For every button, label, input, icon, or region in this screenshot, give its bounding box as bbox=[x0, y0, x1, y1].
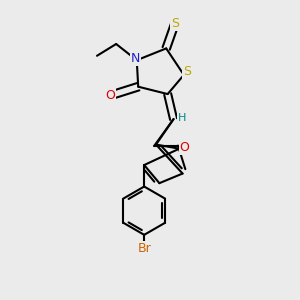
Text: O: O bbox=[105, 89, 115, 102]
Text: Br: Br bbox=[137, 242, 151, 255]
Text: H: H bbox=[178, 112, 187, 123]
Text: S: S bbox=[183, 65, 191, 79]
Text: S: S bbox=[171, 17, 179, 30]
Text: O: O bbox=[180, 141, 190, 154]
Text: N: N bbox=[130, 52, 140, 65]
